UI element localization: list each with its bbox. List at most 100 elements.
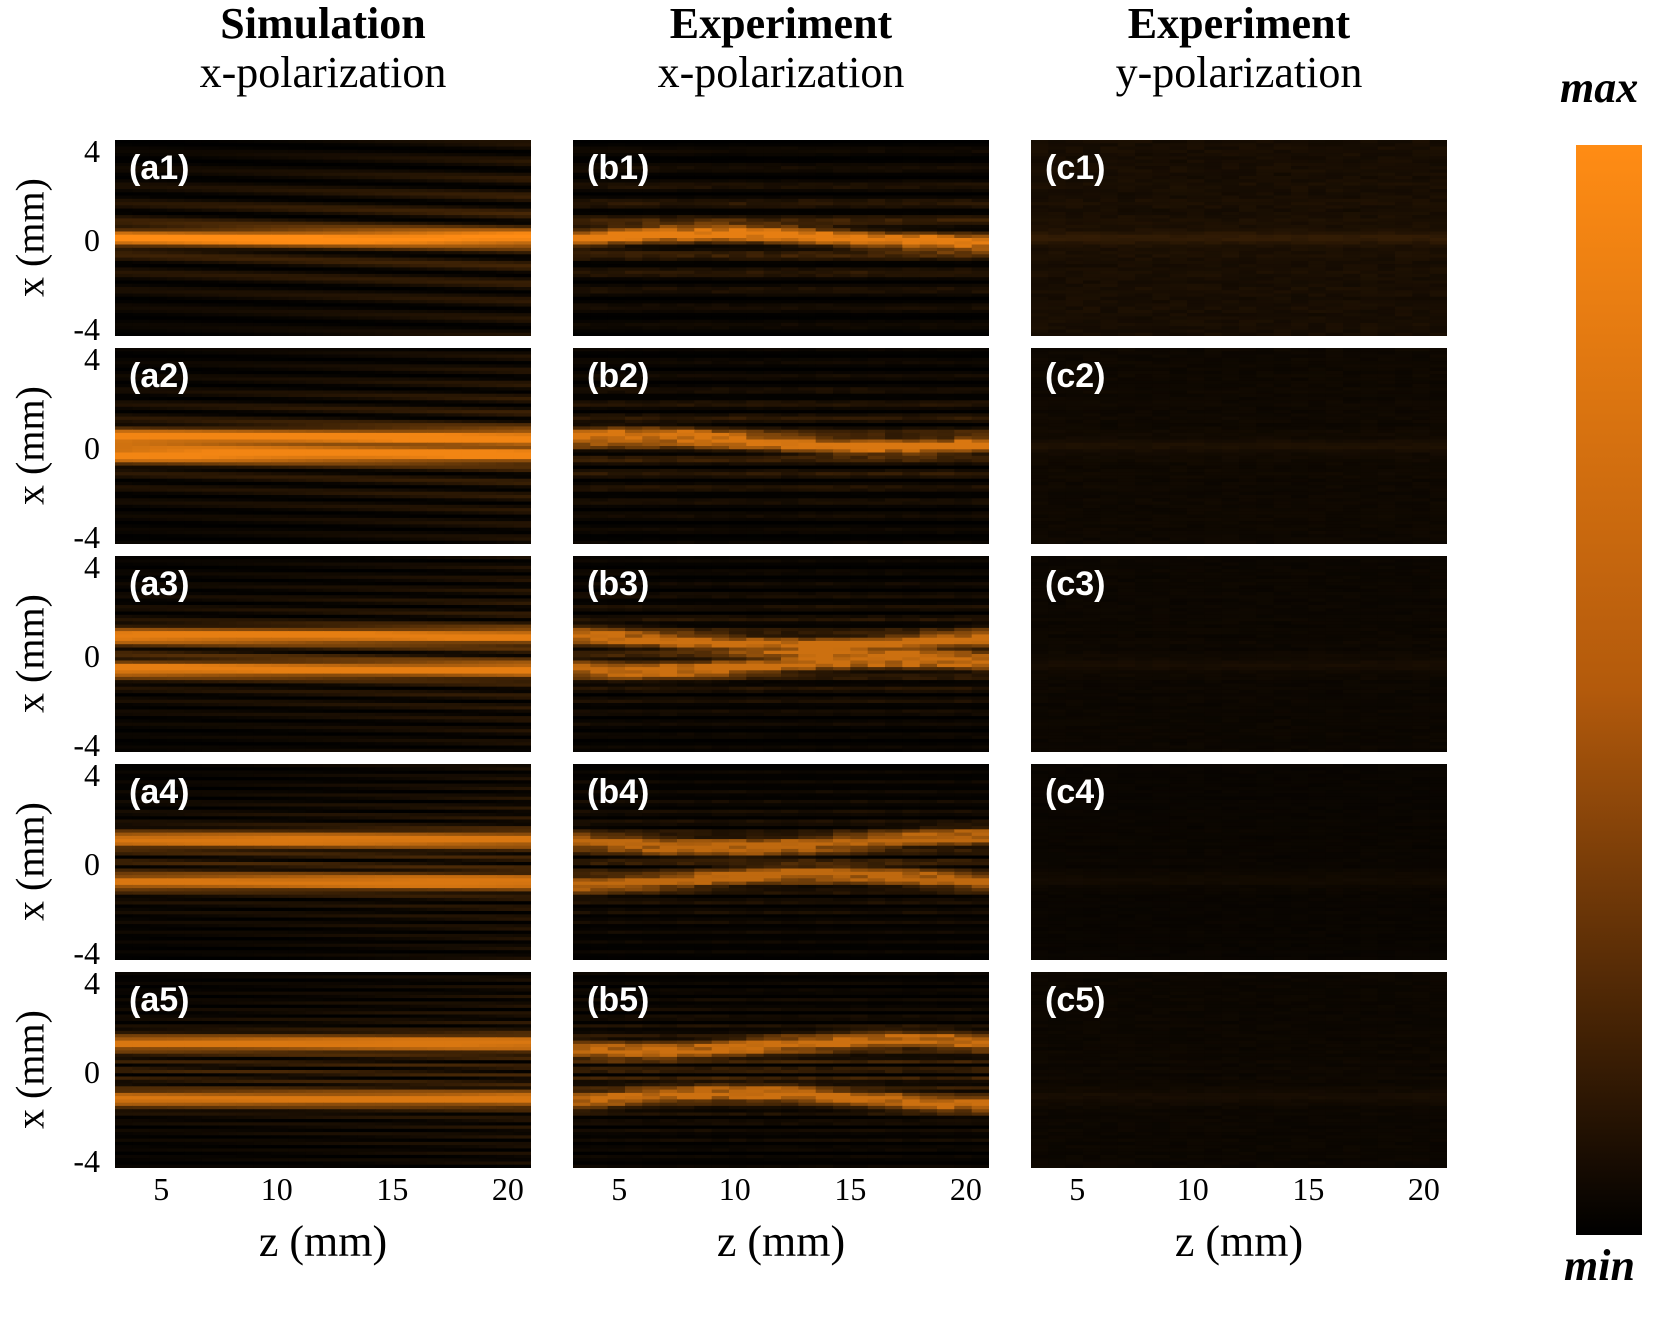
heatmap-cell <box>427 367 445 372</box>
heatmap-cell <box>427 729 445 733</box>
heatmap-cell <box>253 806 272 811</box>
heatmap-cell <box>375 832 393 837</box>
heatmap-cell <box>479 273 497 278</box>
heatmap-cell <box>461 309 480 314</box>
heatmap-cell <box>305 709 324 714</box>
heatmap-cell <box>305 280 324 285</box>
heatmap-cell <box>479 748 497 752</box>
panel-label: (a3) <box>129 564 189 604</box>
heatmap-cell <box>184 670 203 675</box>
heatmap-cell <box>444 605 463 609</box>
heatmap-cell <box>409 280 428 285</box>
heatmap-cell <box>427 485 445 490</box>
heatmap-cell <box>236 264 255 268</box>
heatmap-cell <box>305 465 324 470</box>
heatmap-cell <box>167 640 185 645</box>
heatmap-cell <box>444 413 463 418</box>
heatmap-cell <box>149 819 168 824</box>
heatmap-cell <box>375 472 393 476</box>
heatmap-cell <box>167 770 185 775</box>
heatmap-cell <box>444 534 463 539</box>
heatmap-cell <box>496 303 515 308</box>
heatmap-cell <box>236 562 255 567</box>
heatmap-cell <box>132 231 151 236</box>
heatmap-cell <box>149 472 168 476</box>
heatmap-cell <box>184 809 203 814</box>
heatmap-cell <box>427 624 445 629</box>
heatmap-cell <box>201 377 220 382</box>
heatmap-cell <box>184 852 203 857</box>
heatmap-cell <box>496 495 515 499</box>
heatmap-cell <box>479 326 497 331</box>
heatmap-cell <box>184 224 203 229</box>
heatmap-cell <box>184 192 203 197</box>
heatmap-cell <box>271 556 289 560</box>
heatmap-cell <box>409 799 428 804</box>
heatmap-cell <box>496 257 515 262</box>
heatmap-cell <box>479 354 497 359</box>
heatmap-cell <box>201 354 220 359</box>
heatmap-cell <box>115 251 133 255</box>
heatmap-cell <box>149 764 168 768</box>
heatmap-cell <box>340 257 359 262</box>
heatmap-cell <box>496 699 515 704</box>
heatmap-cell <box>184 357 203 362</box>
heatmap-cell <box>375 634 393 639</box>
heatmap-cell <box>201 221 220 226</box>
heatmap-cell <box>115 767 133 772</box>
heatmap-cell <box>479 175 497 180</box>
heatmap-cell <box>427 562 445 567</box>
heatmap-cell <box>115 748 133 752</box>
heatmap-cell <box>513 845 531 850</box>
heatmap-cell <box>271 783 289 788</box>
heatmap-cell <box>115 745 133 750</box>
heatmap-cell <box>132 449 151 454</box>
heatmap-cell <box>305 175 324 180</box>
heatmap-cell <box>288 644 307 649</box>
heatmap-cell <box>253 224 272 229</box>
heatmap-cell <box>115 498 133 503</box>
heatmap-cell <box>444 556 463 560</box>
heatmap-cell <box>305 738 324 743</box>
heatmap-cell <box>496 673 515 678</box>
heatmap-cell <box>271 816 289 821</box>
heatmap-cell <box>219 660 237 665</box>
heatmap-cell <box>323 231 341 236</box>
heatmap-cell <box>357 140 376 144</box>
heatmap-cell <box>375 185 393 190</box>
heatmap-cell <box>461 374 480 378</box>
heatmap-cell <box>427 472 445 476</box>
heatmap-cell <box>461 618 480 622</box>
heatmap-cell <box>288 650 307 655</box>
heatmap-cell <box>375 556 393 560</box>
heatmap-cell <box>323 179 341 184</box>
heatmap-cell <box>115 575 133 580</box>
heatmap-cell <box>496 377 515 382</box>
heatmap-cell <box>288 562 307 567</box>
heatmap-cell <box>167 835 185 840</box>
heatmap-cell <box>357 393 376 398</box>
heatmap-cell <box>253 273 272 278</box>
heatmap-cell <box>461 745 480 750</box>
heatmap-cell <box>201 504 220 509</box>
heatmap-cell <box>513 699 531 704</box>
heatmap-cell <box>392 156 411 161</box>
heatmap-cell <box>115 306 133 311</box>
heatmap-cell <box>427 559 445 564</box>
heatmap-cell <box>288 419 307 424</box>
heatmap-cell <box>496 351 515 356</box>
heatmap-cell <box>149 556 168 560</box>
heatmap-cell <box>184 640 203 645</box>
heatmap-panel: (a4) <box>115 764 531 960</box>
heatmap-cell <box>167 175 185 180</box>
heatmap-cell <box>444 416 463 421</box>
heatmap-cell <box>305 326 324 331</box>
heatmap-cell <box>479 462 497 467</box>
heatmap-cell <box>271 848 289 853</box>
heatmap-cell <box>184 709 203 714</box>
heatmap-cell <box>184 806 203 811</box>
heatmap-cell <box>288 624 307 629</box>
heatmap-cell <box>496 786 515 791</box>
heatmap-cell <box>479 224 497 229</box>
heatmap-cell <box>340 221 359 226</box>
